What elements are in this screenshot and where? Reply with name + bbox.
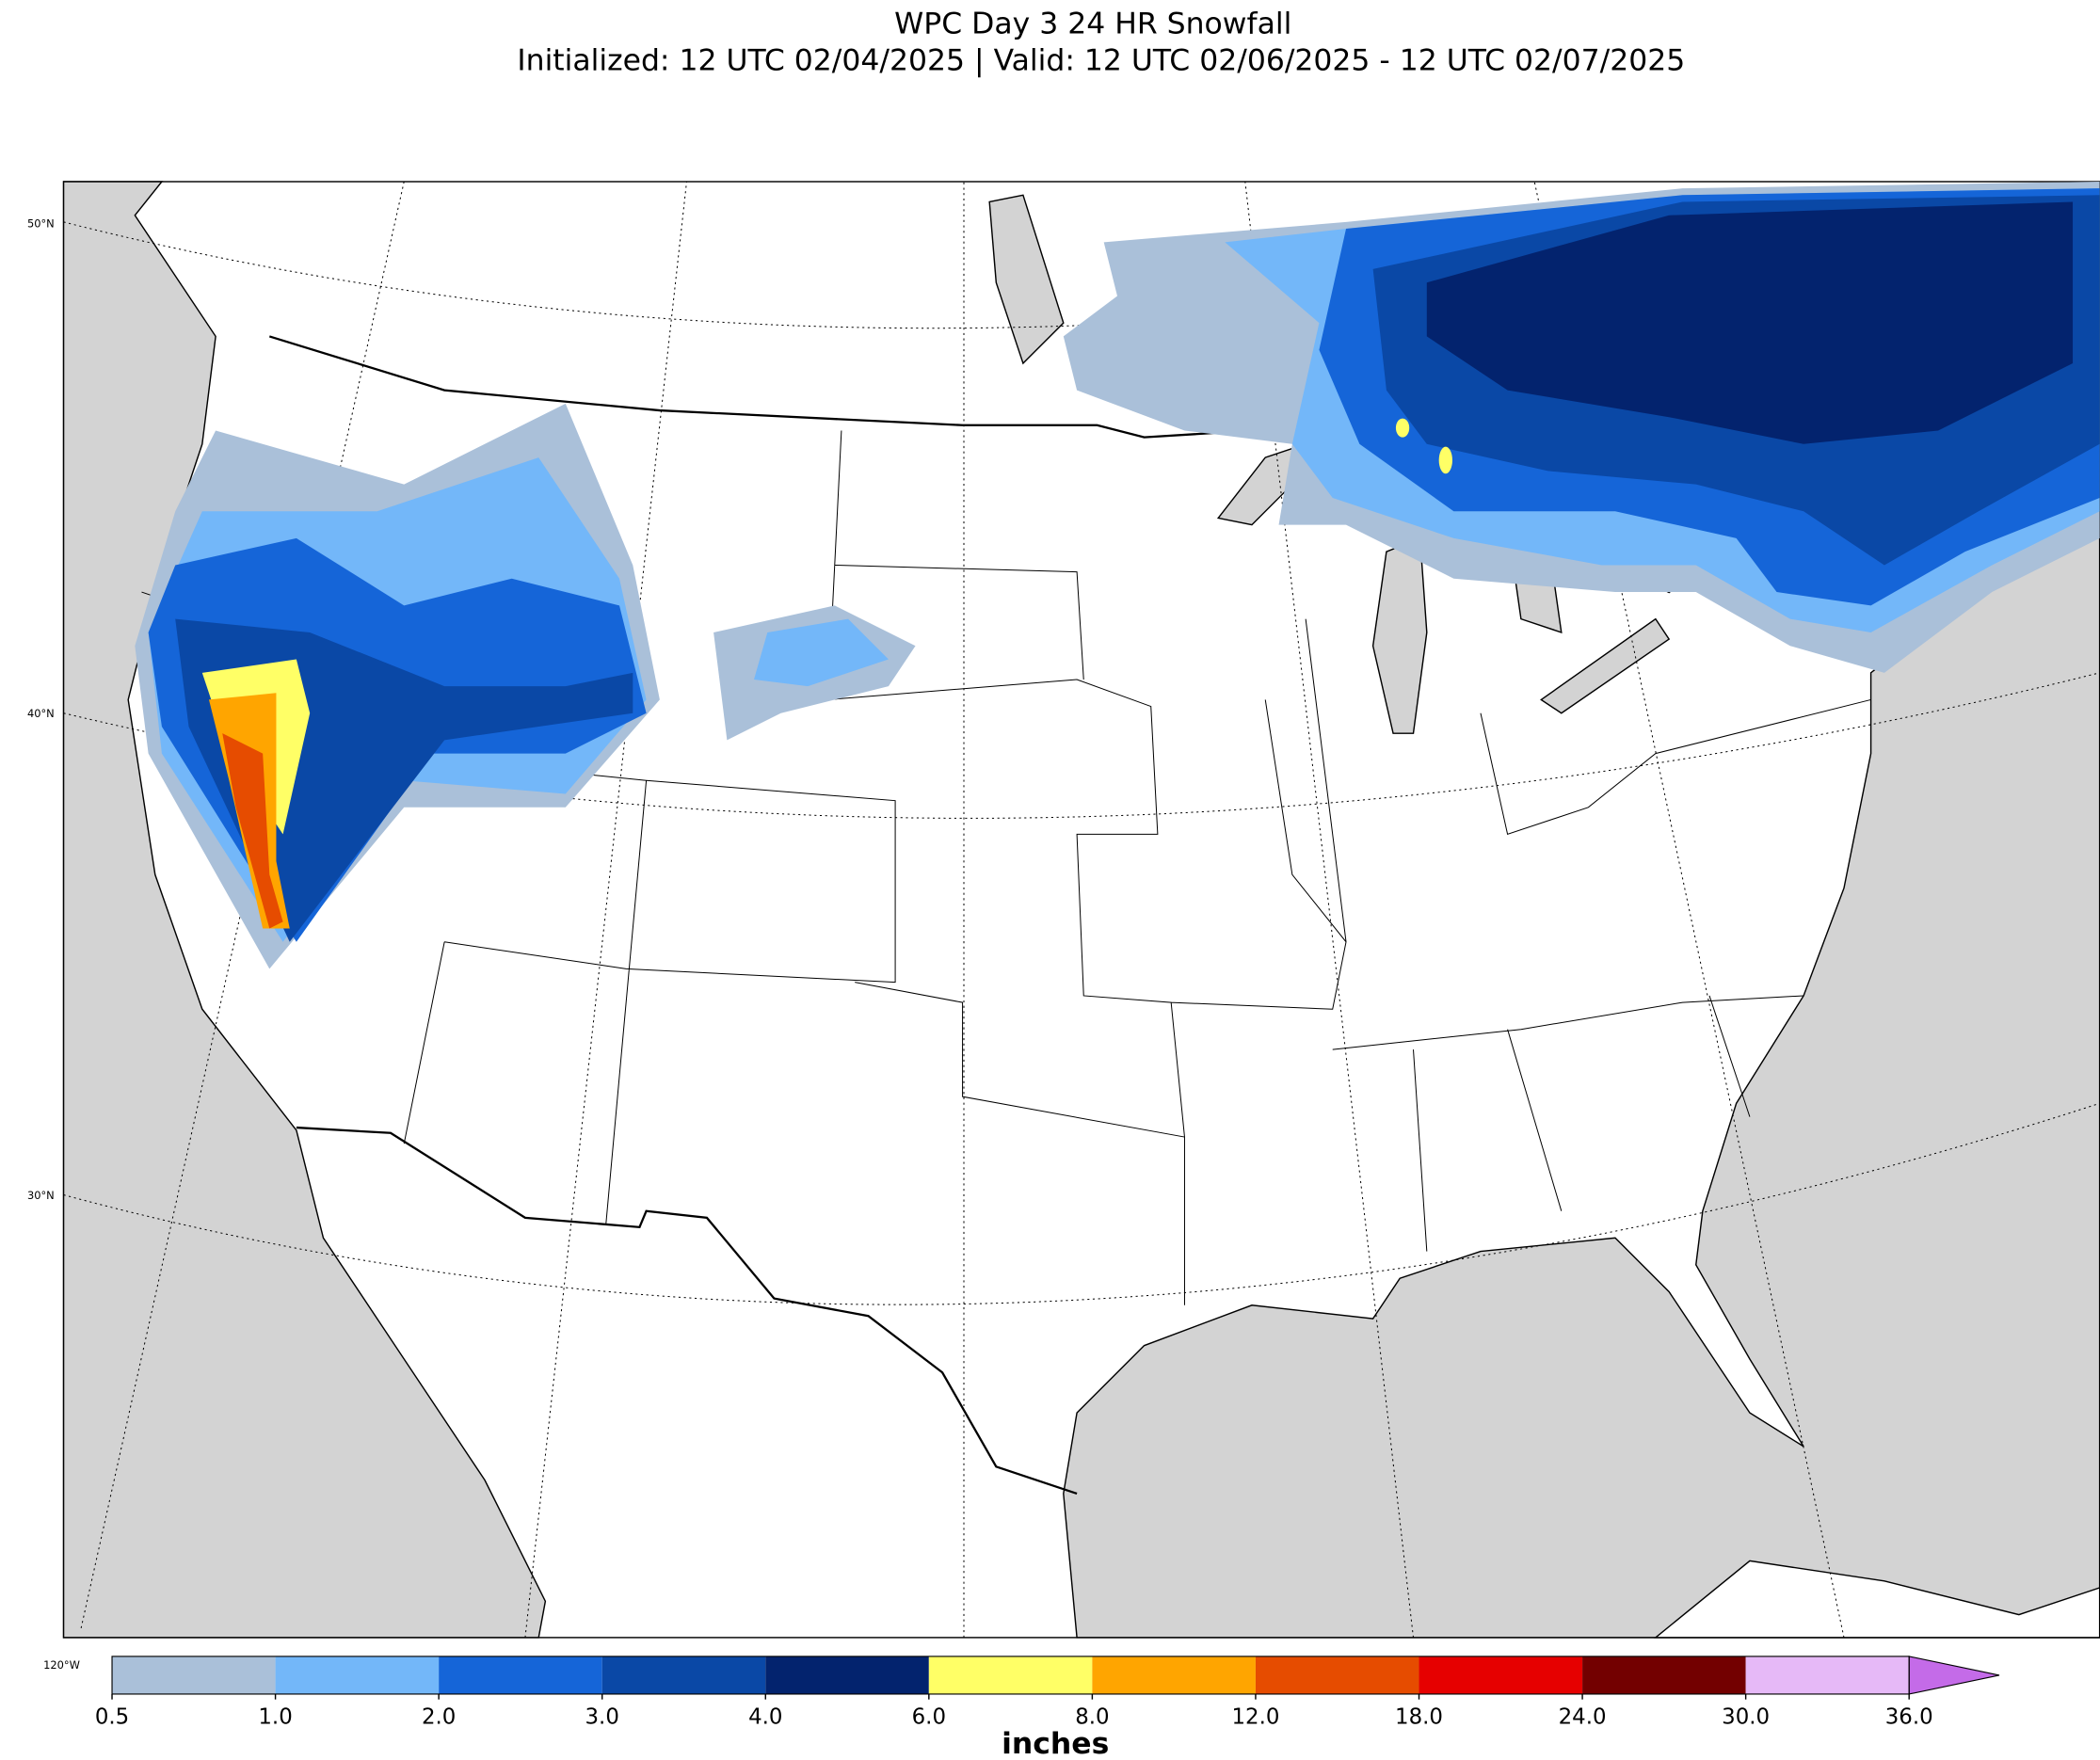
colorbar-tick-label: 8.0 [1075, 1704, 1109, 1729]
colorbar-outline [111, 1656, 1910, 1695]
graticule-label: 50°N [27, 217, 55, 231]
colorbar-tick-label: 18.0 [1395, 1704, 1443, 1729]
colorbar-tick-label: 12.0 [1231, 1704, 1279, 1729]
colorbar-bin [928, 1656, 1093, 1694]
us-mexico-border [296, 1126, 1078, 1496]
colorbar-bin [1745, 1656, 1910, 1694]
map [62, 181, 2100, 1639]
colorbar-extension [1908, 1656, 2000, 1695]
graticule-label: 120°W [43, 1658, 80, 1672]
lake-erie [1540, 617, 1671, 714]
colorbar-tick-label: 3.0 [585, 1704, 619, 1729]
colorbar-tick-label: 1.0 [258, 1704, 292, 1729]
colorbar-bin [1255, 1656, 1419, 1694]
title: WPC Day 3 24 HR Snowfall [894, 8, 1291, 41]
atlantic-gulf [1063, 510, 2100, 1639]
graticule-label: 40°N [27, 707, 55, 720]
colorbar-label: inches [1002, 1727, 1109, 1760]
subtitle: Initialized: 12 UTC 02/04/2025 | Valid: … [517, 43, 1685, 77]
hudson-bay [988, 194, 1065, 365]
colorbar: inches [1002, 1727, 1109, 1760]
colorbar-tick-label: 36.0 [1885, 1704, 1933, 1729]
graticule [63, 181, 2100, 1639]
colorbar-tick-label: 6.0 [912, 1704, 946, 1729]
graticule-label: 30°N [27, 1189, 55, 1202]
colorbar-bin [439, 1656, 602, 1694]
snowfall-contours [135, 182, 2100, 969]
colorbar-bin [601, 1656, 766, 1694]
colorbar-bin [765, 1656, 929, 1694]
colorbar-bin [112, 1656, 276, 1694]
colorbar-bin [1582, 1656, 1746, 1694]
colorbar-tick-label: 0.5 [95, 1704, 129, 1729]
colorbar-tick-label: 2.0 [422, 1704, 456, 1729]
colorbar-tick-label: 30.0 [1722, 1704, 1770, 1729]
colorbar-tick-label: 4.0 [748, 1704, 782, 1729]
colorbar-bin [275, 1656, 440, 1694]
colorbar-bin [1419, 1656, 1583, 1694]
colorbar-tick-label: 24.0 [1559, 1704, 1607, 1729]
pacific-ocean [62, 181, 547, 1639]
colorbar-bin [1092, 1656, 1256, 1694]
